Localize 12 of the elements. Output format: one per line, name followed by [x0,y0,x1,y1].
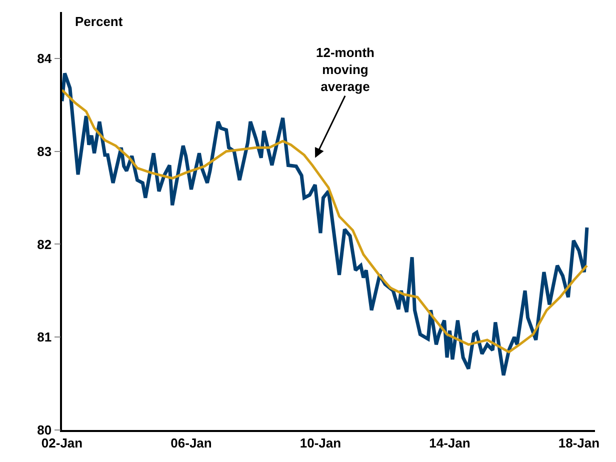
y-tick-label: 84 [37,50,52,66]
y-tick-label: 82 [37,236,52,252]
y-tick-label: 81 [37,330,52,345]
y-axis-title: Percent [75,14,124,29]
y-tick-label: 80 [37,422,52,438]
x-tick-label: 14-Jan [429,435,470,450]
y-tick-label: 83 [37,144,52,159]
x-tick-label: 06-Jan [170,435,212,450]
annotation: 12-month moving average [316,45,375,94]
x-tick-label: 02-Jan [41,435,83,450]
x-tick-label: 18-Jan [558,435,600,450]
x-tick-label: 10-Jan [300,435,342,450]
